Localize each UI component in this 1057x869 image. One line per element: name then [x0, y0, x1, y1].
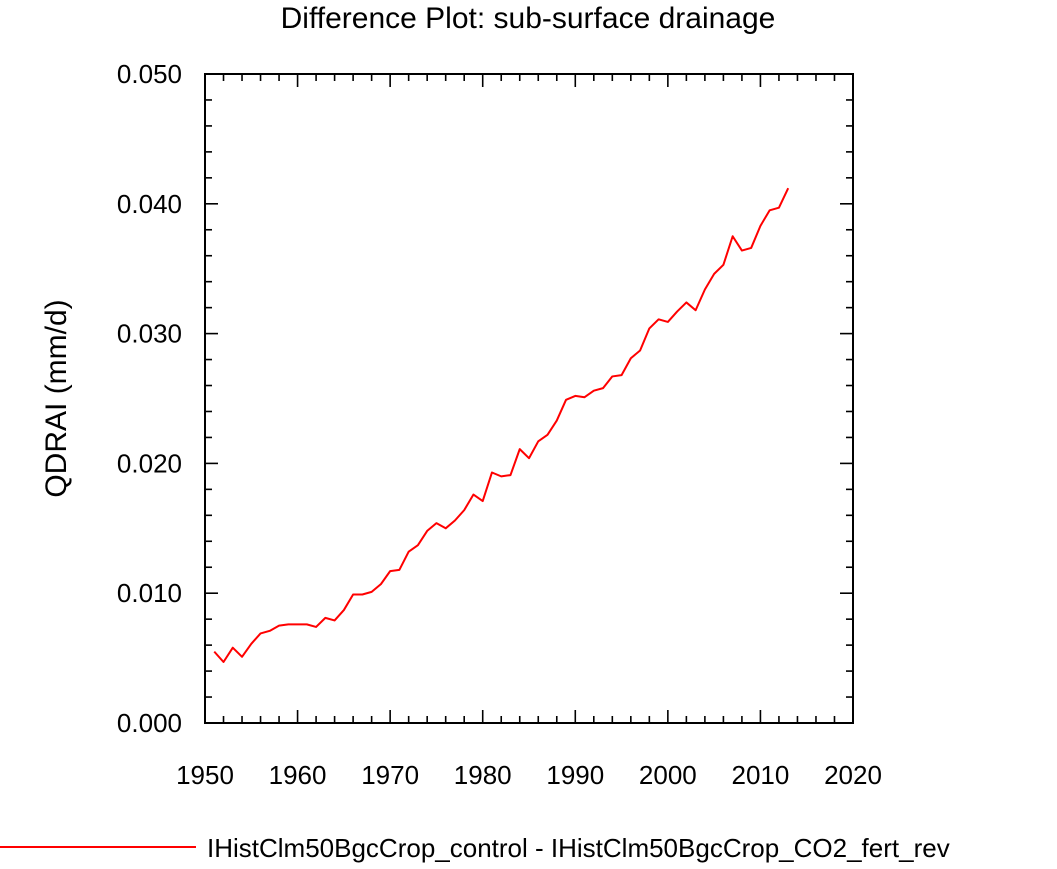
y-axis-tick-labels: 0.000 0.010 0.020 0.030 0.040 0.050 — [117, 59, 182, 738]
axis-ticks — [205, 74, 853, 723]
x-tick-label: 2010 — [732, 760, 790, 790]
x-tick-label: 1950 — [176, 760, 234, 790]
y-tick-label: 0.050 — [117, 59, 182, 89]
y-tick-label: 0.010 — [117, 578, 182, 608]
x-tick-label: 1970 — [361, 760, 419, 790]
y-tick-label: 0.000 — [117, 708, 182, 738]
y-tick-label: 0.040 — [117, 189, 182, 219]
y-tick-label: 0.020 — [117, 448, 182, 478]
x-tick-label: 2000 — [639, 760, 697, 790]
series-layer — [214, 188, 788, 662]
legend: IHistClm50BgcCrop_control - IHistClm50Bg… — [0, 833, 950, 863]
plot-area-frame — [205, 74, 853, 723]
x-axis-tick-labels: 1950 1960 1970 1980 1990 2000 2010 2020 — [176, 760, 882, 790]
x-tick-label: 2020 — [824, 760, 882, 790]
series-line-0 — [214, 188, 788, 662]
chart-title: Difference Plot: sub-surface drainage — [281, 2, 776, 35]
y-axis-label: QDRAI (mm/d) — [40, 299, 73, 497]
x-tick-label: 1960 — [269, 760, 327, 790]
y-tick-label: 0.030 — [117, 319, 182, 349]
x-tick-label: 1980 — [454, 760, 512, 790]
legend-entry-label: IHistClm50BgcCrop_control - IHistClm50Bg… — [207, 833, 950, 863]
x-tick-label: 1990 — [546, 760, 604, 790]
